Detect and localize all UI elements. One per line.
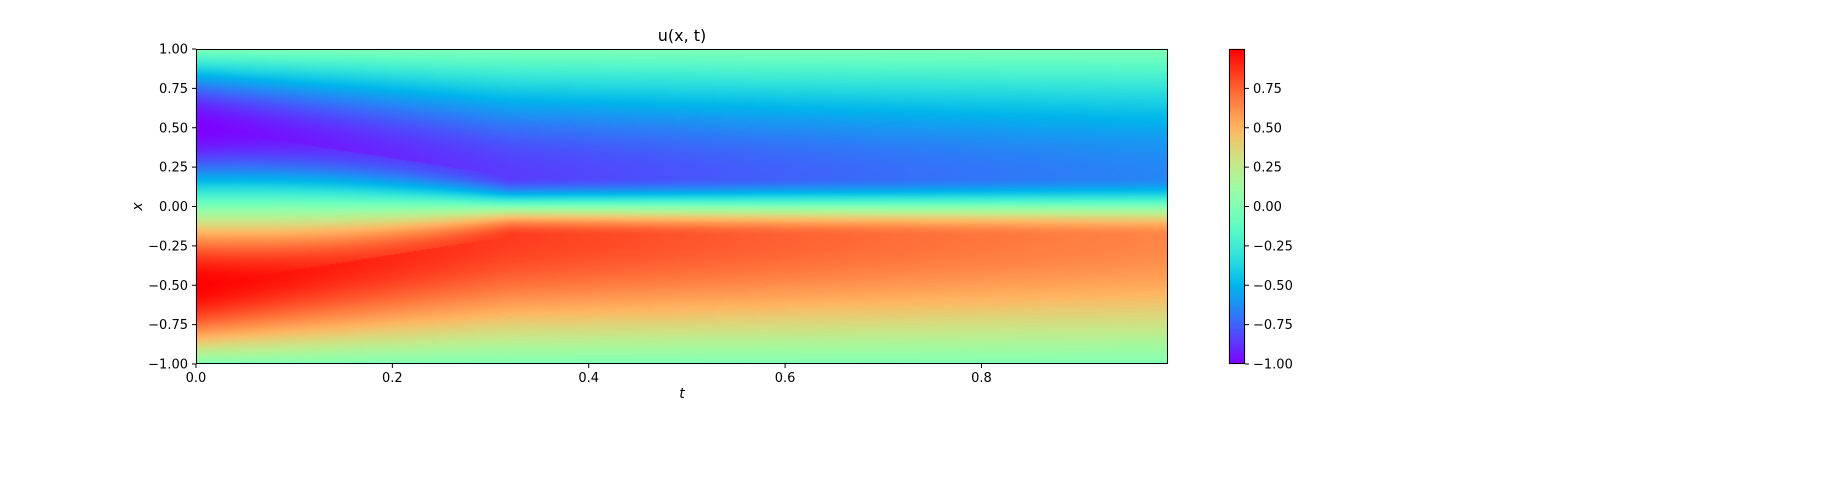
colorbar-ticks: −1.00 −0.75 −0.50 −0.25 0.00 0.25 0.50 0.75	[1245, 82, 1293, 373]
chart-title: u(x, t)	[658, 26, 707, 45]
y-tick-label: −0.25	[148, 239, 188, 254]
y-tick-label: 0.25	[159, 161, 188, 176]
x-tick-label: 0.2	[382, 371, 403, 386]
y-axis-label: x	[130, 202, 146, 212]
y-axis-ticks: −1.00 −0.75 −0.50 −0.25 0.00 0.25 0.50 0.75 1.00	[148, 43, 196, 373]
x-tick-label: 0.6	[775, 371, 796, 386]
colorbar-tick-label: 0.50	[1253, 121, 1282, 136]
colorbar-tick-label: −0.25	[1253, 239, 1293, 254]
colorbar-tick-label: 0.00	[1253, 200, 1282, 215]
plot-frame	[196, 49, 1168, 364]
y-tick-label: −1.00	[148, 358, 188, 373]
colorbar-tick-label: −1.00	[1253, 358, 1293, 373]
x-axis-label: t	[679, 386, 685, 402]
y-tick-label: 0.75	[159, 82, 188, 97]
y-tick-label: 0.50	[159, 121, 188, 136]
y-tick-label: 0.00	[159, 200, 188, 215]
colorbar-frame	[1229, 49, 1245, 364]
colorbar-tick-label: −0.50	[1253, 279, 1293, 294]
y-tick-label: −0.75	[148, 318, 188, 333]
x-axis-ticks: 0.0 0.2 0.4 0.6 0.8	[186, 364, 992, 386]
x-tick-label: 0.8	[971, 371, 992, 386]
y-tick-label: −0.50	[148, 279, 188, 294]
x-tick-label: 0.0	[186, 371, 207, 386]
colorbar-tick-label: 0.75	[1253, 82, 1282, 97]
colorbar-tick-label: 0.25	[1253, 161, 1282, 176]
colorbar-tick-label: −0.75	[1253, 318, 1293, 333]
y-tick-label: 1.00	[159, 43, 188, 58]
x-tick-label: 0.4	[578, 371, 599, 386]
